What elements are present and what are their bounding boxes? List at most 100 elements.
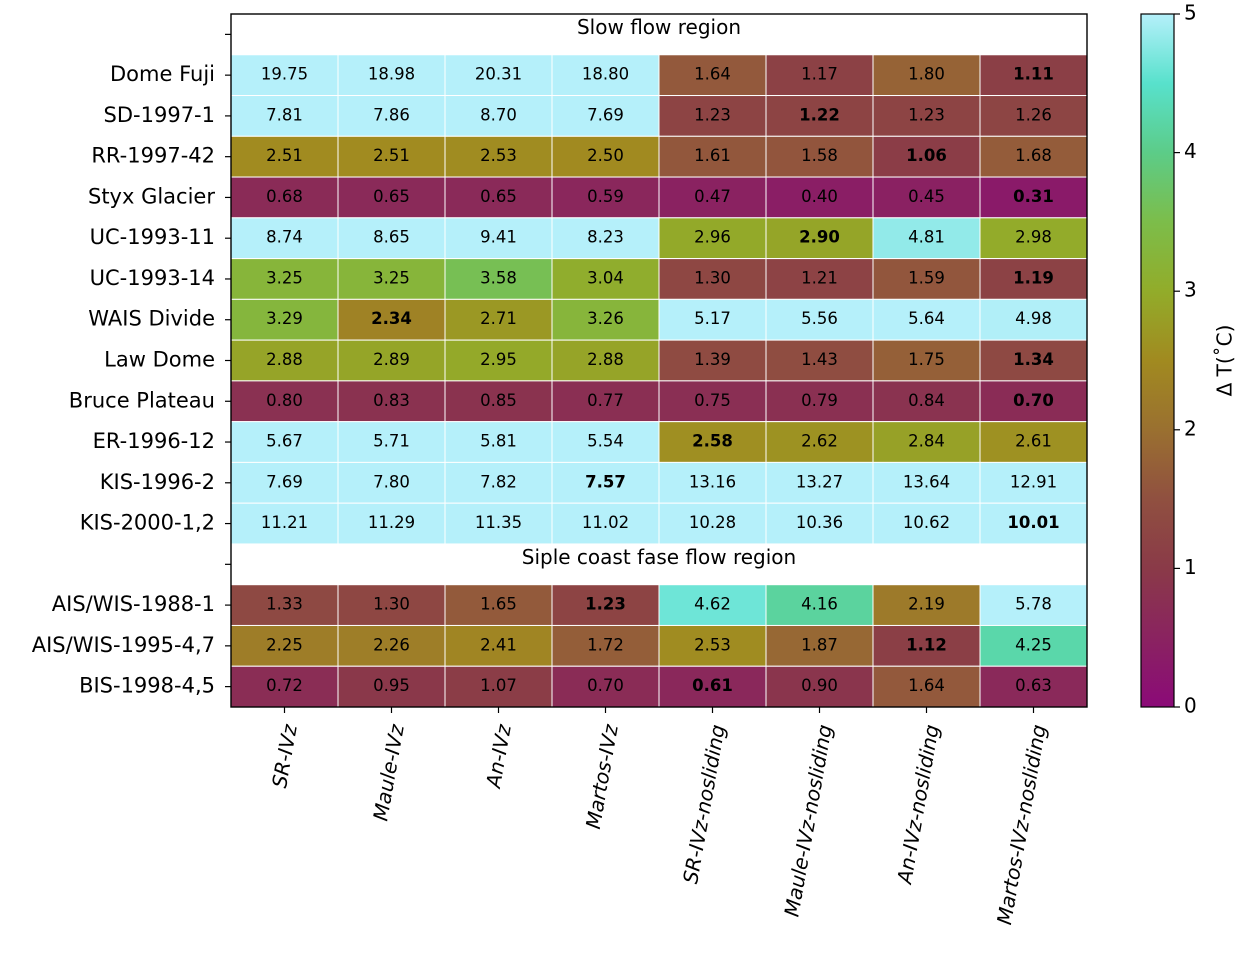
cell-value-label: 1.21 [801,268,838,287]
colorbar-tick-label: 0 [1184,694,1197,718]
column-label: An-IVz [481,722,516,791]
cell-value-label: 1.12 [906,635,947,654]
cell-value-label: 0.40 [801,187,838,206]
column-label: An-IVz-nosliding [892,723,944,888]
cell-value-label: 2.88 [266,350,303,369]
heatmap-cell [979,380,1088,423]
heatmap-cell [872,421,981,463]
heatmap-cell [444,258,553,300]
cell-value-label: 1.19 [1013,268,1054,287]
cell-value-label: 1.64 [908,676,945,695]
cell-value-label: 0.70 [1013,391,1054,410]
cell-value-label: 1.17 [801,65,838,84]
heatmap-cell [444,135,553,178]
cell-value-label: 0.47 [694,187,731,206]
cell-value-label: 0.83 [373,391,410,410]
heatmap-cell [551,298,660,341]
cell-value-label: 2.95 [480,350,517,369]
heatmap-cell [979,584,1088,626]
cell-value-label: 11.29 [368,513,415,532]
heatmap-cell [872,380,981,423]
cell-value-label: 1.39 [694,350,731,369]
heatmap-cell [337,339,446,382]
heatmap-cell [551,584,660,626]
heatmap-cell [872,461,981,504]
heatmap-cell [765,339,874,382]
heatmap-cell [337,54,446,97]
heatmap-cell [551,95,660,137]
heatmap-cell [872,95,981,137]
cell-value-label: 2.89 [373,350,410,369]
heatmap-cell [230,624,339,667]
section-title: Siple coast fase flow region [522,545,796,569]
cell-value-label: 5.54 [587,432,624,451]
cell-value-label: 1.61 [694,146,731,165]
cell-value-label: 1.07 [480,676,517,695]
column-label: Maule-IVz [368,722,409,823]
heatmap-cell [551,421,660,463]
cell-value-label: 2.88 [587,350,624,369]
row-label: RR-1997-42 [91,144,215,168]
heatmap-cell [658,176,767,219]
cell-value-label: 1.80 [908,65,945,84]
heatmap-cell [658,95,767,137]
cell-value-label: 10.36 [796,513,843,532]
cell-value-label: 0.61 [692,676,733,695]
column-label: SR-IVz [267,722,302,790]
row-label: ER-1996-12 [93,429,215,453]
cell-value-label: 0.85 [480,391,517,410]
cell-value-label: 1.11 [1013,65,1054,84]
cell-value-label: 5.64 [908,309,945,328]
heatmap-cell [658,380,767,423]
column-label: Martos-IVz [581,722,623,831]
row-label: Law Dome [104,348,215,372]
cell-value-label: 4.98 [1015,309,1052,328]
cell-value-label: 5.81 [480,432,517,451]
cell-value-label: 10.62 [903,513,950,532]
cell-value-label: 2.61 [1015,432,1052,451]
cell-value-label: 3.58 [480,268,517,287]
cell-value-label: 1.33 [266,595,303,614]
heatmap-cell [979,665,1088,708]
heatmap-cell [444,176,553,219]
heatmap-plot: Slow flow region 19.75 18.98 20.31 18.80 1.64… [32,13,1088,927]
cell-value-label: 11.35 [475,513,522,532]
heatmap-cell [230,584,339,626]
cell-value-label: 2.34 [371,309,412,328]
cell-value-label: 1.43 [801,350,838,369]
heatmap-cell [444,461,553,504]
cell-value-label: 2.50 [587,146,624,165]
heatmap-cell [979,502,1088,545]
row-label: UC-1993-14 [90,266,215,290]
cell-value-label: 5.17 [694,309,731,328]
heatmap-cell [551,176,660,219]
heatmap-cell [872,135,981,178]
heatmap-cell [551,502,660,545]
cell-value-label: 8.74 [266,228,303,247]
heatmap-cell [551,380,660,423]
column-label: Martos-IVz-nosliding [992,723,1051,927]
cell-value-label: 2.26 [373,635,410,654]
heatmap-cell [765,135,874,178]
cell-value-label: 5.71 [373,432,410,451]
heatmap-cell [444,95,553,137]
cell-value-label: 8.23 [587,228,624,247]
cell-value-label: 3.25 [373,268,410,287]
heatmap-cell [658,258,767,300]
cell-value-label: 13.64 [903,472,950,491]
row-label: Bruce Plateau [69,388,215,412]
heatmap-cell [765,665,874,708]
cell-value-label: 1.23 [694,105,731,124]
cell-value-label: 5.67 [266,432,303,451]
cell-value-label: 8.65 [373,228,410,247]
row-label: BIS-1998-4,5 [79,674,215,698]
cell-value-label: 0.95 [373,676,410,695]
cell-value-label: 2.84 [908,432,945,451]
heatmap-cell [658,298,767,341]
cell-value-label: 1.75 [908,350,945,369]
colorbar-gradient [1140,13,1175,708]
cell-value-label: 2.51 [373,146,410,165]
heatmap-cell [872,584,981,626]
column-label: SR-IVz-nosliding [678,723,730,886]
cell-value-label: 7.86 [373,105,410,124]
